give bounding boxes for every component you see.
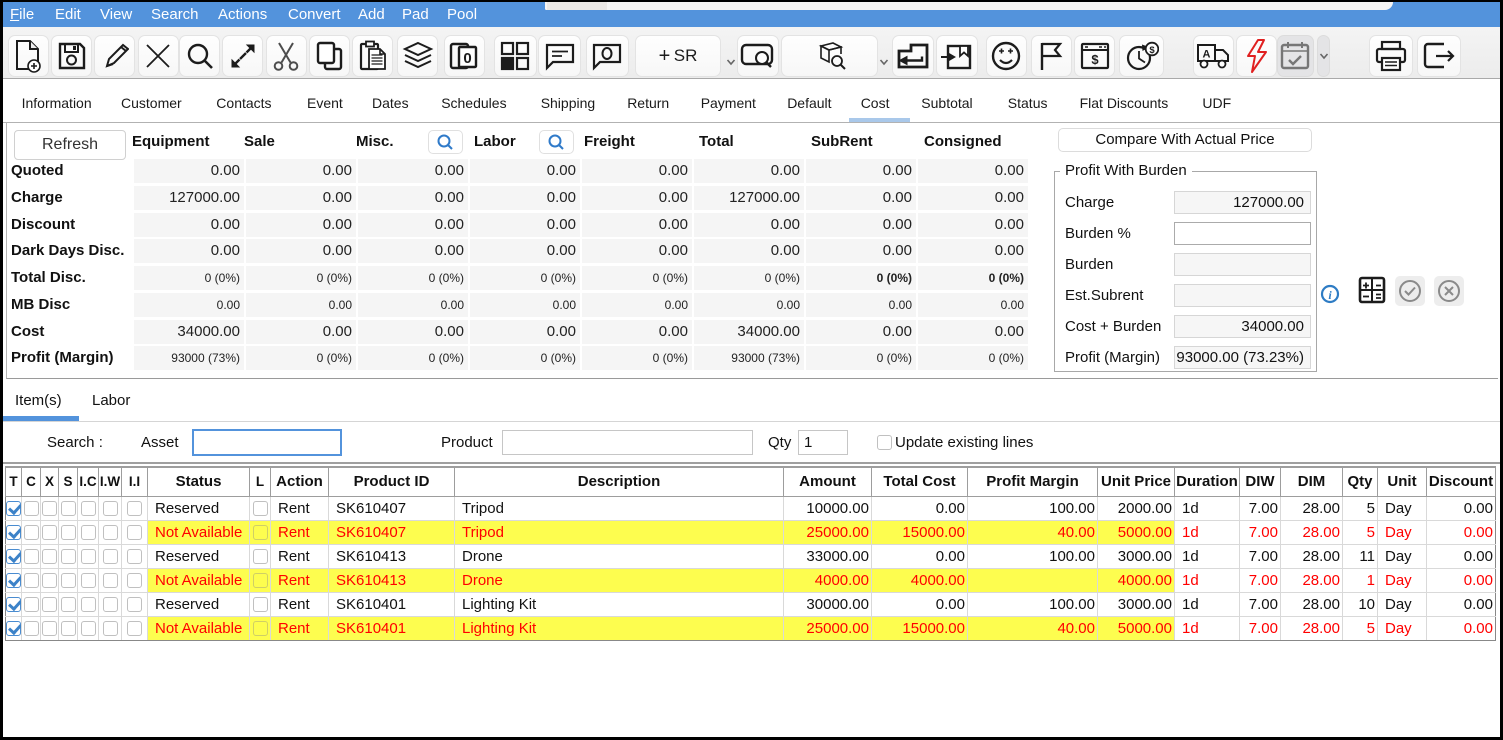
svg-text:i: i	[1328, 288, 1332, 302]
svg-text:$: $	[1091, 52, 1099, 67]
svg-text:$: $	[1149, 45, 1155, 56]
svg-text:A: A	[1203, 49, 1211, 61]
svg-text:0: 0	[463, 50, 471, 67]
